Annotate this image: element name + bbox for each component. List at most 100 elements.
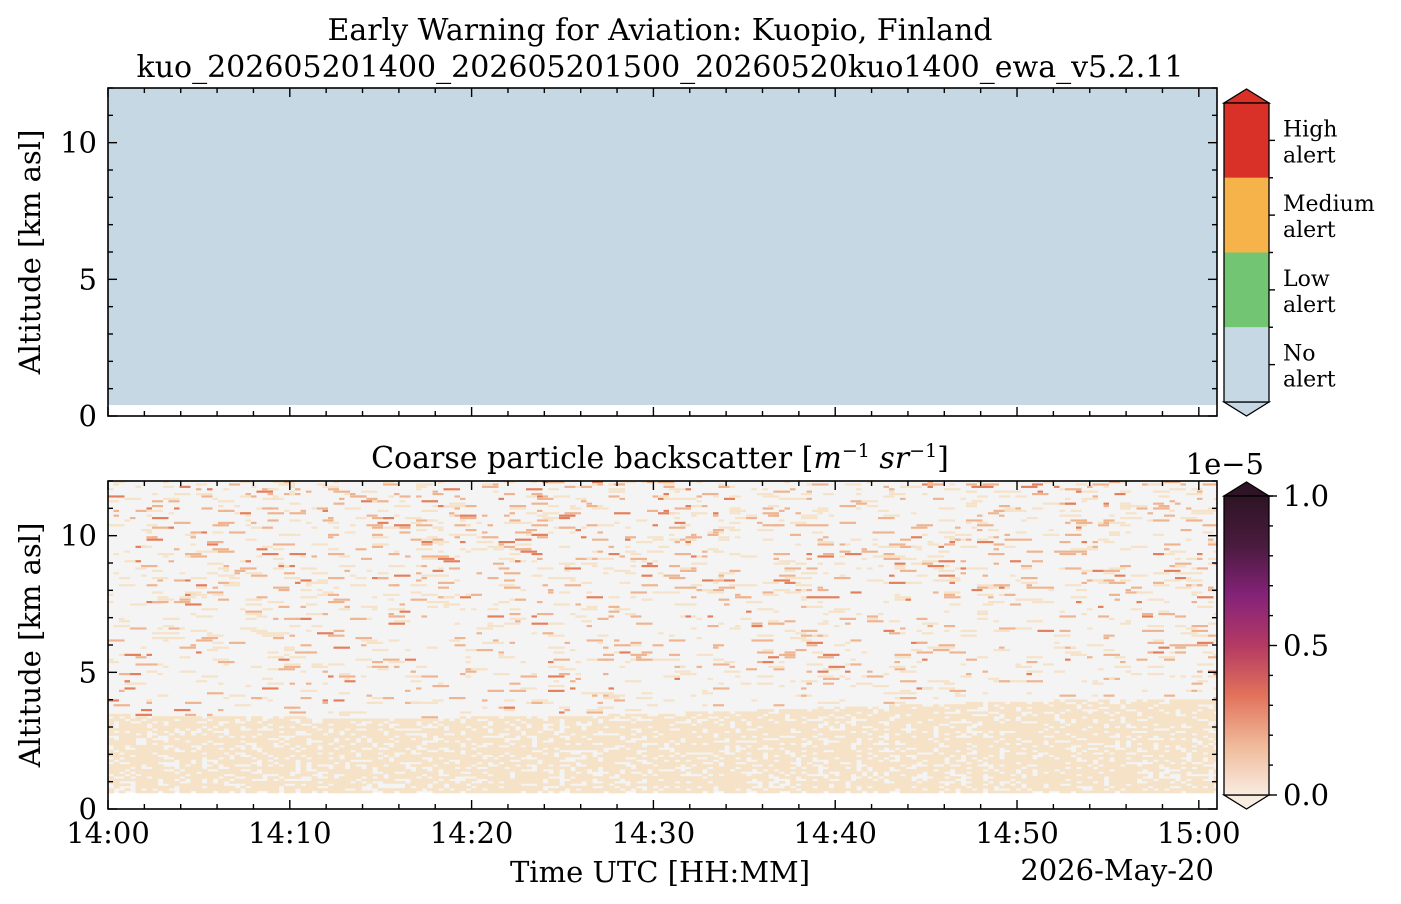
backscatter-cell: [372, 533, 383, 536]
backscatter-cell: [735, 776, 742, 779]
backscatter-cell: [108, 661, 119, 664]
backscatter-cell: [476, 785, 483, 789]
backscatter-cell: [504, 771, 511, 775]
backscatter-cell: [806, 757, 813, 760]
backscatter-cell: [449, 764, 456, 767]
backscatter-cell: [476, 733, 483, 736]
backscatter-cell: [152, 723, 159, 727]
backscatter-cell: [383, 593, 400, 596]
backscatter-cell: [207, 778, 214, 782]
backscatter-cell: [245, 617, 257, 620]
backscatter-cell: [229, 781, 236, 784]
backscatter-cell: [157, 785, 164, 789]
backscatter-cell: [740, 749, 747, 753]
backscatter-cell: [663, 757, 670, 760]
backscatter-cell: [317, 769, 324, 772]
backscatter-cell: [674, 541, 680, 544]
backscatter-cell: [872, 735, 879, 739]
backscatter-cell: [531, 771, 538, 775]
backscatter-cell: [795, 733, 802, 736]
backscatter-cell: [625, 716, 632, 719]
backscatter-cell: [113, 733, 120, 736]
backscatter-cell: [141, 781, 148, 784]
backscatter-cell: [229, 730, 236, 734]
backscatter-cell: [300, 589, 312, 592]
backscatter-cell: [581, 773, 588, 777]
backscatter-cell: [861, 548, 867, 551]
backscatter-cell: [559, 545, 570, 548]
backscatter-cell: [476, 790, 483, 794]
backscatter-cell: [416, 771, 423, 775]
backscatter-cell: [449, 745, 456, 748]
backscatter-cell: [834, 769, 841, 772]
backscatter-cell: [806, 769, 813, 772]
backscatter-cell: [751, 625, 763, 628]
backscatter-cell: [740, 737, 747, 741]
backscatter-cell: [471, 593, 482, 596]
backscatter-cell: [823, 730, 830, 734]
backscatter-cell: [889, 752, 896, 755]
backscatter-cell: [718, 483, 724, 486]
backscatter-cell: [196, 764, 203, 767]
backscatter-cell: [344, 749, 351, 753]
backscatter-cell: [647, 550, 664, 553]
backscatter-cell: [289, 757, 296, 760]
backscatter-cell: [174, 601, 191, 604]
backscatter-cell: [223, 718, 230, 722]
backscatter-cell: [482, 759, 489, 763]
backscatter-cell: [234, 778, 241, 782]
backscatter-cell: [284, 716, 291, 719]
backscatter-cell: [174, 740, 181, 743]
backscatter-cell: [196, 740, 203, 743]
backscatter-cell: [922, 560, 939, 563]
backscatter-cell: [801, 634, 818, 637]
backscatter-cell: [905, 752, 912, 755]
backscatter-cell: [751, 747, 758, 751]
backscatter-cell: [119, 577, 130, 580]
backscatter-cell: [757, 675, 774, 678]
backscatter-cell: [141, 776, 148, 779]
backscatter-cell: [636, 745, 643, 748]
backscatter-cell: [289, 740, 296, 743]
backscatter-cell: [702, 764, 709, 767]
backscatter-cell: [685, 716, 692, 719]
backscatter-cell: [487, 625, 504, 628]
backscatter-cell: [850, 761, 857, 765]
backscatter-cell: [872, 538, 878, 541]
backscatter-cell: [856, 773, 863, 777]
backscatter-cell: [894, 778, 901, 782]
backscatter-cell: [696, 781, 703, 784]
backscatter-cell: [344, 769, 351, 772]
backscatter-cell: [746, 749, 753, 753]
backscatter-cell: [328, 548, 339, 551]
backscatter-cell: [487, 737, 494, 741]
backscatter-cell: [718, 745, 725, 748]
backscatter-cell: [361, 742, 368, 746]
backscatter-cell: [586, 752, 593, 755]
backscatter-cell: [707, 533, 719, 536]
backscatter-cell: [867, 579, 884, 582]
backscatter-cell: [834, 577, 851, 580]
backscatter-cell: [212, 721, 219, 724]
backscatter-cell: [537, 757, 544, 760]
backscatter-cell: [740, 788, 747, 791]
backscatter-cell: [883, 790, 890, 794]
backscatter-cell: [823, 745, 830, 748]
backscatter-cell: [201, 769, 208, 772]
backscatter-cell: [817, 586, 823, 589]
backscatter-cell: [438, 740, 445, 743]
backscatter-cell: [537, 771, 544, 775]
backscatter-cell: [856, 752, 863, 755]
backscatter-cell: [647, 745, 654, 748]
backscatter-cell: [856, 716, 863, 719]
backscatter-cell: [531, 761, 538, 765]
backscatter-cell: [889, 733, 896, 736]
backscatter-cell: [685, 737, 692, 741]
backscatter-cell: [894, 721, 901, 724]
backscatter-cell: [361, 639, 378, 642]
backscatter-cell: [152, 493, 158, 496]
backscatter-cell: [454, 742, 461, 746]
backscatter-cell: [757, 740, 764, 743]
backscatter-cell: [575, 747, 582, 751]
backscatter-cell: [168, 725, 175, 729]
